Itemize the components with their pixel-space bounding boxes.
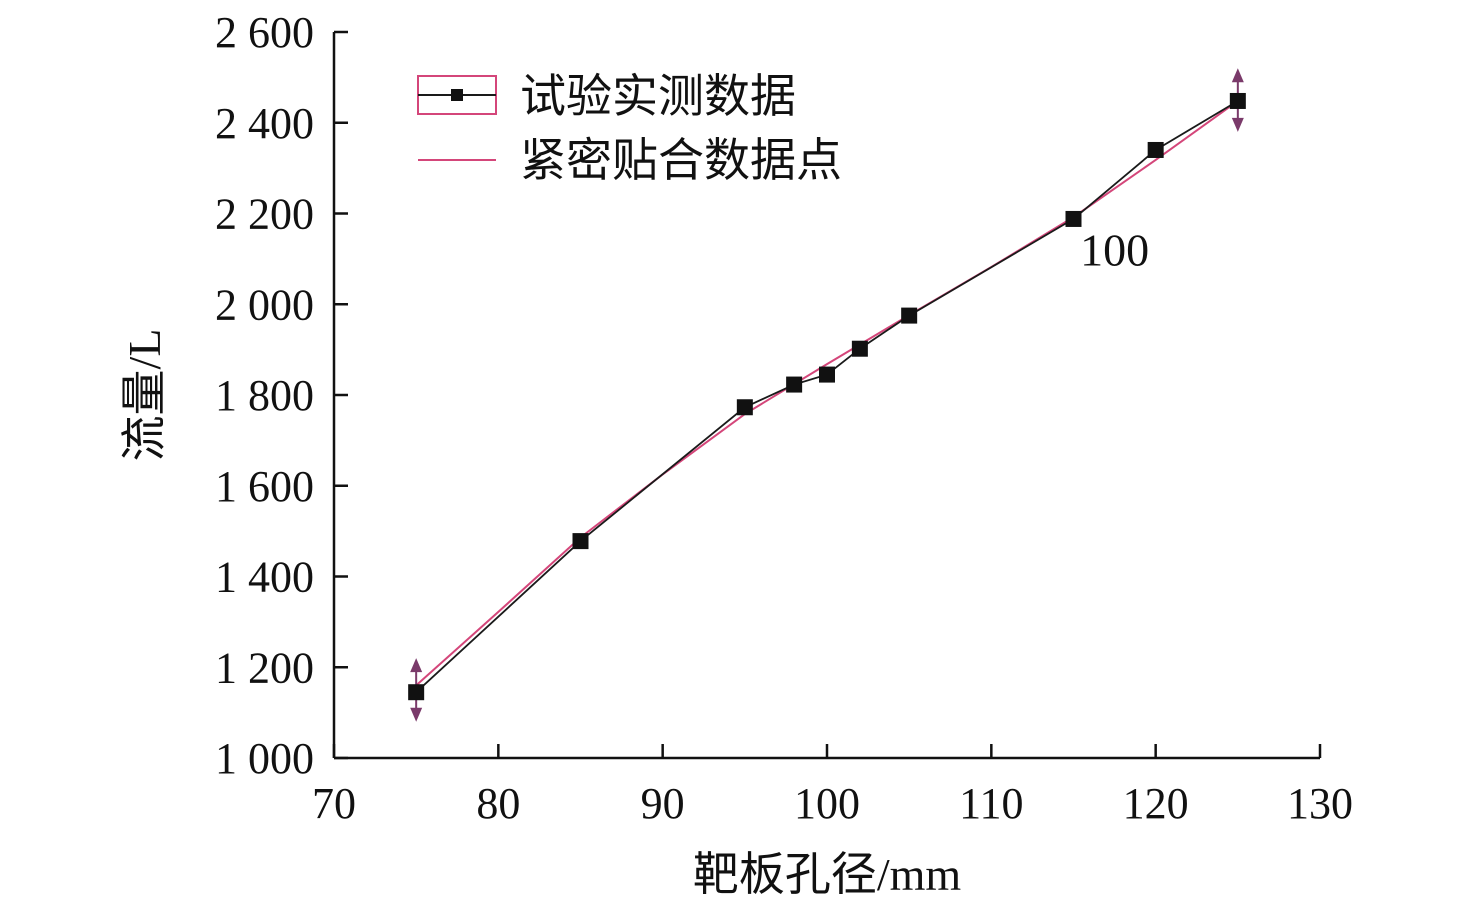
y-tick-label: 1 400 [215,553,314,602]
y-tick-label: 2 600 [215,8,314,57]
series-line-measured [415,100,1239,693]
legend-label-fit: 紧密贴合数据点 [520,135,842,186]
x-tick-label: 110 [959,779,1023,828]
data-point-measured [1229,92,1246,109]
x-tick-label: 130 [1287,779,1353,828]
data-point-measured [408,684,425,701]
error-arrow-up [1231,68,1244,83]
x-tick-label: 90 [641,779,685,828]
error-arrow-down [410,707,423,722]
data-point-measured [572,533,589,550]
error-arrow-up [410,658,423,673]
x-tick-label: 70 [312,779,356,828]
y-tick-label: 2 400 [215,99,314,148]
y-tick-label: 1 600 [215,462,314,511]
y-tick-label: 1 000 [215,734,314,783]
data-point-measured [901,307,918,324]
data-point-measured [819,366,835,383]
series-line-fit [415,100,1239,687]
x-tick-label: 100 [794,779,860,828]
legend-label-measured: 试验实测数据 [520,71,796,122]
data-point-measured [786,376,803,393]
legend-item-measured: 试验实测数据 [417,71,796,122]
y-axis-title: 流量/L [119,329,170,462]
data-point-measured [1065,210,1082,227]
y-tick-label: 1 800 [215,371,314,420]
legend: 试验实测数据 紧密贴合数据点 [417,71,842,186]
data-point-measured [1147,141,1164,158]
x-axis-title: 靶板孔径/mm [693,849,962,900]
ticks: 1 000 1 200 1 400 1 600 1 800 2 000 2 200 2 400… [215,8,1353,828]
y-tick-label: 2 000 [215,280,314,329]
data-point-measured [736,399,753,416]
data-point-measured [851,340,868,357]
legend-item-fit: 紧密贴合数据点 [418,135,842,186]
y-tick-label: 1 200 [215,643,314,692]
x-tick-label: 80 [476,779,520,828]
plot-area [408,68,1246,722]
annotation-label: 100 [1080,224,1149,275]
legend-swatch-measured-marker [451,89,463,101]
y-tick-label: 2 200 [215,190,314,239]
x-tick-label: 120 [1123,779,1189,828]
error-arrow-down [1231,117,1244,132]
